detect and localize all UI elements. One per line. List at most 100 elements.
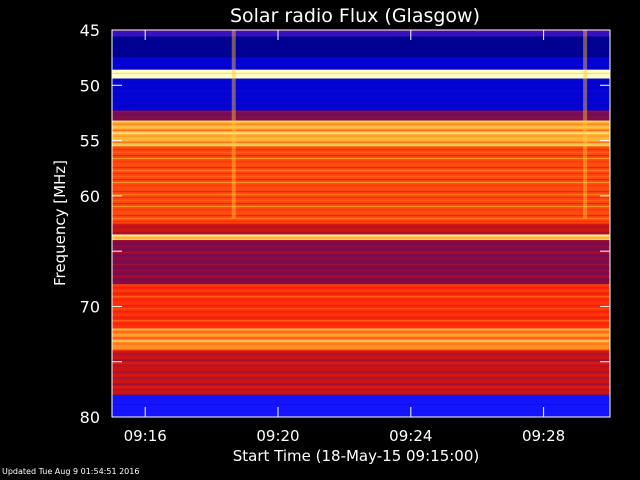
band-texture-line [112,215,610,217]
band-texture-line [112,144,610,146]
band-texture-line [112,346,610,348]
band-texture-line [112,331,610,333]
band-texture-line [112,66,610,68]
band-texture-line [112,194,610,196]
updated-timestamp: Updated Tue Aug 9 01:54:51 2016 [2,467,140,476]
band-texture-line [112,39,610,41]
band-texture-line [112,188,610,190]
band-texture-line [112,380,610,382]
band-texture-line [112,146,610,148]
x-tick-label: 09:16 [124,427,167,445]
band-texture-line [112,308,610,310]
band-texture-line [112,51,610,53]
band-texture-line [112,99,610,101]
band-texture-line [112,123,610,125]
band-texture-line [112,412,610,414]
band-texture-line [112,261,610,263]
x-axis: 09:16 09:20 09:24 09:28 [124,30,565,445]
burst-streak [583,30,588,218]
band-texture-line [112,173,610,175]
band-texture-line [112,371,610,373]
band-texture-line [112,110,610,112]
x-axis-label: Start Time (18-May-15 09:15:00) [233,447,479,465]
band-texture-line [112,389,610,391]
band-texture-line [112,290,610,292]
band-texture-line [112,132,610,134]
band-texture-line [112,328,610,330]
chart-title: Solar radio Flux (Glasgow) [230,5,480,27]
band-texture-line [112,203,610,205]
spectrogram-heatmap [112,30,610,417]
y-axis-label: Frequency [MHz] [51,160,69,286]
burst-streak [231,30,236,218]
band-texture-line [112,240,610,242]
band-texture-line [112,78,610,80]
band-texture-line [112,243,610,245]
band-texture-line [112,206,610,208]
band-texture-line [112,185,610,187]
band-texture-line [112,252,610,254]
band-texture-line [112,258,610,260]
band-texture-line [112,75,610,77]
band-texture-line [112,365,610,367]
band-texture-line [112,284,610,286]
band-texture-line [112,337,610,339]
band-texture-line [112,340,610,342]
band-texture-line [112,232,610,234]
band-texture-line [112,302,610,304]
band-texture-line [112,359,610,361]
band-texture-line [112,96,610,98]
frequency-band [112,110,610,121]
band-texture-line [112,170,610,172]
band-texture-line [112,218,610,220]
band-texture-line [112,249,610,251]
band-texture-line [112,299,610,301]
band-texture-line [112,158,610,160]
band-texture-line [112,296,610,298]
band-texture-line [112,182,610,184]
band-texture-line [112,334,610,336]
y-axis: 45 50 55 60 70 80 [80,21,610,427]
band-texture-line [112,102,610,104]
band-texture-line [112,229,610,231]
band-texture-line [112,383,610,385]
band-texture-line [112,191,610,193]
band-texture-line [112,397,610,399]
band-texture-line [112,87,610,89]
band-texture-line [112,161,610,163]
y-tick-label: 55 [80,132,100,151]
band-texture-line [112,320,610,322]
y-tick-label: 80 [80,408,100,427]
band-texture-line [112,69,610,71]
y-tick-label: 50 [80,76,100,95]
band-texture-line [112,356,610,358]
band-texture-line [112,223,610,225]
band-texture-line [112,209,610,211]
band-texture-line [112,246,610,248]
band-texture-line [112,323,610,325]
band-texture-line [112,200,610,202]
band-texture-line [112,403,610,405]
band-texture-line [112,374,610,376]
band-texture-line [112,36,610,38]
band-texture-line [112,45,610,47]
band-texture-line [112,287,610,289]
band-texture-line [112,267,610,269]
band-texture-line [112,135,610,137]
band-texture-line [112,326,610,328]
frequency-band [112,78,610,111]
band-texture-line [112,394,610,396]
band-texture-line [112,226,610,228]
band-texture-line [112,377,610,379]
band-texture-line [112,167,610,169]
band-texture-line [112,84,610,86]
band-texture-line [112,48,610,50]
x-tick-label: 09:28 [522,427,565,445]
band-texture-line [112,353,610,355]
band-texture-line [112,273,610,275]
band-texture-line [112,129,610,131]
band-texture-line [112,317,610,319]
band-texture-line [112,305,610,307]
y-tick-label: 70 [80,297,100,316]
band-texture-line [112,255,610,257]
